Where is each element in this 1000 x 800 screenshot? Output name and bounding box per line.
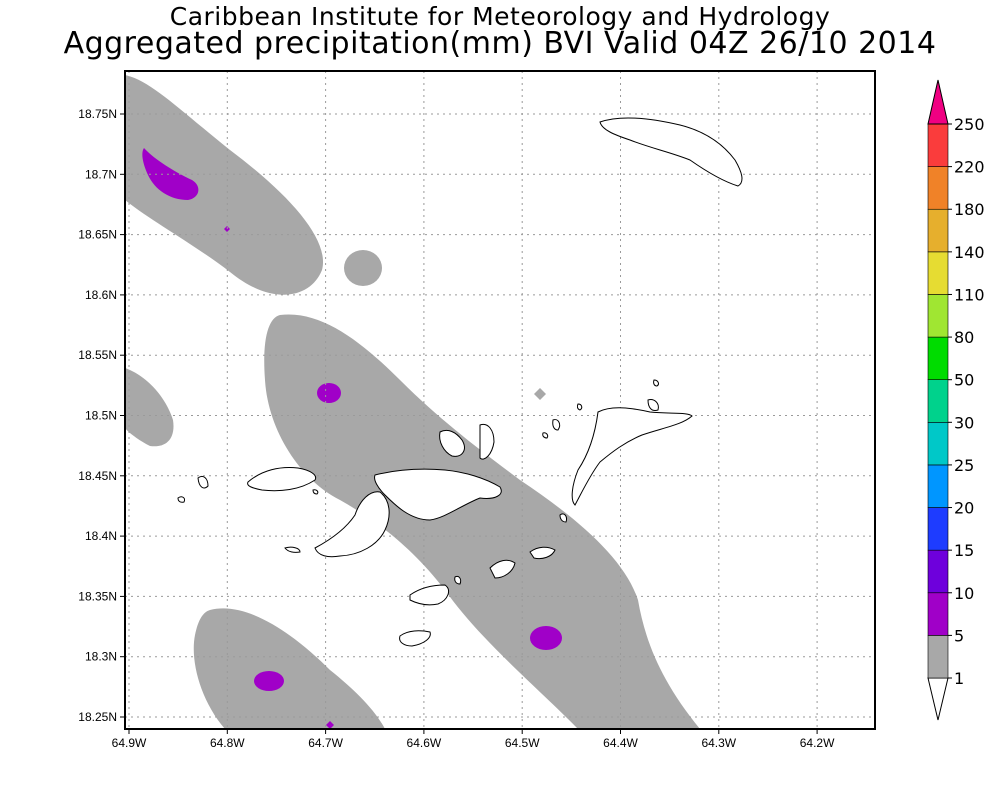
- colorbar-swatch: [927, 635, 949, 679]
- colorbar-swatch: [927, 123, 949, 167]
- latitude-axis: 18.75N 18.7N 18.65N 18.6N 18.55N 18.5N 18.45N 1…: [78, 107, 125, 724]
- colorbar-label: 30: [954, 413, 974, 432]
- colorbar-label: 10: [954, 584, 974, 603]
- island-anegada: [599, 117, 743, 187]
- lat-tick-label: 18.3N: [85, 650, 117, 664]
- precip-blob-west: [125, 368, 174, 447]
- colorbar-swatch: [927, 294, 949, 338]
- colorbar-swatch: [927, 336, 949, 380]
- lat-tick-label: 18.4N: [85, 529, 117, 543]
- island-small-mid-1: [552, 419, 561, 431]
- island-cooper: [489, 559, 516, 579]
- colorbar-swatch-above-max: [927, 79, 949, 125]
- colorbar-swatch-below-min: [927, 677, 949, 721]
- map-area: [125, 71, 875, 729]
- map-gridlines: [125, 71, 875, 729]
- lon-tick-label: 64.7W: [308, 736, 343, 750]
- island-norman: [399, 630, 431, 647]
- title-line-2: Aggregated precipitation(mm) BVI Valid 0…: [63, 26, 937, 61]
- colorbar-swatch: [927, 507, 949, 551]
- colorbar-label: 50: [954, 371, 974, 390]
- island-tortola: [374, 468, 502, 521]
- colorbar-label: 1: [954, 669, 964, 688]
- longitude-axis: 64.9W 64.8W 64.7W 64.6W 64.5W 64.4W 64.3W 64.2W: [112, 729, 835, 750]
- lon-tick-label: 64.2W: [800, 736, 835, 750]
- colorbar-label: 250: [954, 115, 985, 134]
- lat-tick-label: 18.65N: [78, 228, 117, 242]
- lat-tick-label: 18.45N: [78, 469, 117, 483]
- lat-tick-label: 18.5N: [85, 409, 117, 423]
- colorbar-label: 25: [954, 456, 974, 475]
- colorbar-label: 140: [954, 243, 985, 262]
- island-jost-van-dyke: [247, 467, 317, 492]
- island-small-west-3: [284, 546, 301, 553]
- lon-tick-label: 64.4W: [603, 736, 638, 750]
- precip-dot: [534, 388, 546, 400]
- colorbar-label: 20: [954, 499, 974, 518]
- island-small-mid-6: [312, 489, 319, 495]
- precip-band-southwest: [193, 608, 385, 729]
- lon-tick-label: 64.6W: [407, 736, 442, 750]
- island-small-east-2: [653, 379, 659, 387]
- island-great-camanoe: [479, 423, 495, 460]
- island-small-mid-2: [542, 432, 549, 439]
- island-st-john-thomas: [314, 491, 390, 558]
- colorbar-label: 110: [954, 285, 985, 304]
- precip-core-southwest: [254, 671, 284, 691]
- precip-band-north: [125, 75, 324, 295]
- island-peter: [409, 584, 449, 606]
- colorbar-label: 180: [954, 200, 985, 219]
- colorbar-label: 15: [954, 541, 974, 560]
- colorbar-label: 5: [954, 626, 964, 645]
- lat-tick-label: 18.7N: [85, 167, 117, 181]
- island-small-west-1: [197, 475, 209, 489]
- lon-tick-label: 64.3W: [701, 736, 736, 750]
- precip-5-10mm-areas: [142, 148, 562, 729]
- lat-tick-label: 18.25N: [78, 710, 117, 724]
- colorbar-swatch: [927, 422, 949, 466]
- precip-1-5mm-areas: [125, 75, 700, 729]
- island-small-east-1: [647, 399, 659, 411]
- colorbar-swatch: [927, 549, 949, 594]
- precip-core-southeast: [530, 626, 562, 650]
- colorbar-swatch: [927, 379, 949, 423]
- lon-tick-label: 64.9W: [112, 736, 147, 750]
- precip-band-central: [264, 314, 700, 729]
- precip-core-northwest: [142, 148, 199, 200]
- title-line-1: Caribbean Institute for Meteorology and …: [169, 2, 831, 31]
- colorbar-swatch: [927, 592, 949, 636]
- colorbar-swatch: [927, 464, 949, 508]
- lon-tick-label: 64.5W: [505, 736, 540, 750]
- island-small-mid-5: [454, 576, 462, 585]
- lat-tick-label: 18.75N: [78, 107, 117, 121]
- colorbar-label: 80: [954, 328, 974, 347]
- map-frame: [124, 70, 876, 730]
- lat-tick-label: 18.55N: [78, 348, 117, 362]
- lon-tick-label: 64.8W: [210, 736, 245, 750]
- colorbar-swatch: [927, 166, 949, 210]
- island-salt: [529, 546, 556, 560]
- lat-tick-label: 18.6N: [85, 288, 117, 302]
- island-guana: [439, 429, 465, 457]
- island-virgin-gorda: [571, 407, 693, 506]
- lat-tick-label: 18.35N: [78, 589, 117, 603]
- precip-core-dot-1: [326, 721, 334, 729]
- precip-core-central: [317, 383, 341, 403]
- colorbar-swatch: [927, 208, 949, 253]
- colorbar-label: 220: [954, 158, 985, 177]
- precip-blob-small: [344, 250, 382, 286]
- island-small-mid-4: [559, 513, 567, 523]
- island-small-mid-3: [576, 403, 583, 411]
- land-islands: [177, 117, 743, 647]
- colorbar-swatch: [927, 251, 949, 295]
- island-small-west-2: [177, 496, 185, 503]
